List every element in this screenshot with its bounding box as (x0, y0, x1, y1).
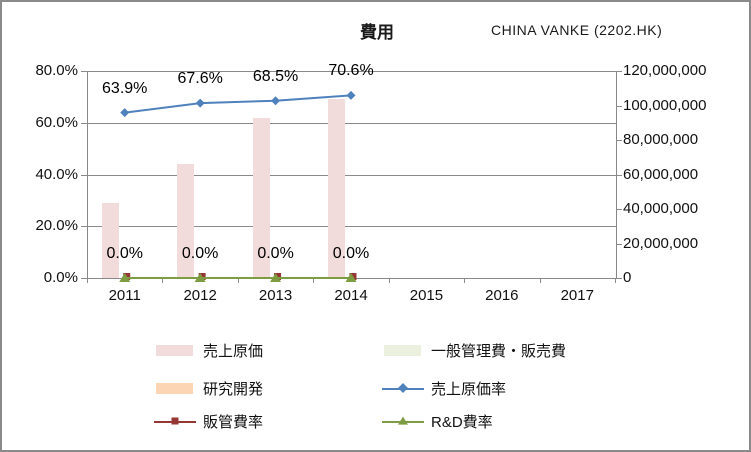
legend-swatch-cost-ratio (382, 382, 424, 395)
x-axis-year-label: 2011 (108, 287, 141, 304)
right-axis-tick-label: 80,000,000 (623, 131, 699, 148)
legend-item-sga[interactable]: 一般管理費・販売費 (382, 342, 567, 360)
x-axis-tick (313, 278, 315, 283)
left-axis-tick-label: 80.0% (35, 62, 78, 79)
left-axis-tick-label: 40.0% (35, 165, 78, 183)
marker-diamond-売上原価率 (271, 96, 281, 106)
gridline (88, 71, 616, 72)
x-axis-year-label: 2012 (183, 287, 217, 304)
x-axis-tick (162, 278, 164, 283)
right-axis-tick (616, 278, 622, 279)
right-axis-tick (616, 140, 622, 141)
data-label-売上原価率: 70.6% (328, 62, 374, 80)
data-label-売上原価率: 68.5% (252, 67, 299, 85)
marker-triangle-R&D費率 (270, 273, 282, 282)
data-label-売上原価率: 63.9% (102, 79, 148, 97)
right-axis-tick-label: 20,000,000 (623, 234, 699, 252)
legend-swatch-rnd (154, 382, 196, 395)
legend-swatch-cost-of-sales (154, 344, 196, 357)
right-axis-tick-label: 100,000,000 (623, 96, 707, 114)
legend-swatch-rnd-ratio (382, 415, 424, 428)
left-axis-tick (81, 278, 87, 279)
right-axis-tick (616, 209, 622, 210)
right-axis-tick (616, 105, 622, 107)
x-axis-tick (388, 278, 390, 283)
right-axis-tick-label: 0 (623, 269, 632, 286)
legend-item-rnd-ratio[interactable]: R&D費率 (382, 413, 493, 431)
marker-diamond-売上原価率 (195, 98, 205, 108)
marker-triangle-R&D費率 (194, 273, 206, 282)
right-axis-tick (616, 71, 622, 72)
data-label-R&D費率: 0.0% (181, 245, 219, 262)
left-axis-tick-label: 20.0% (35, 217, 78, 235)
legend-rect-swatch (156, 344, 193, 356)
marker-triangle-R&D費率 (345, 273, 357, 282)
chart-title: 費用 (360, 23, 394, 42)
x-axis-year-label: 2013 (258, 287, 293, 304)
bar-売上原価 (101, 202, 119, 278)
right-axis-tick (616, 243, 622, 245)
gridline (88, 226, 616, 228)
left-axis-tick (81, 226, 87, 228)
legend-label: 一般管理費・販売費 (431, 342, 567, 360)
marker-diamond-売上原価率 (346, 90, 356, 100)
bar-売上原価 (177, 164, 195, 278)
data-label-R&D費率: 0.0% (332, 245, 370, 262)
data-label-R&D費率: 0.0% (257, 245, 294, 262)
legend-square-marker-icon (171, 417, 179, 425)
legend-rect-swatch (156, 382, 193, 394)
marker-diamond-売上原価率 (120, 108, 130, 118)
gridline (88, 174, 616, 176)
x-axis-year-label: 2015 (409, 287, 444, 304)
x-axis-year-label: 2014 (334, 287, 368, 304)
marker-triangle-R&D費率 (119, 273, 131, 282)
legend-label: 販管費率 (203, 413, 264, 431)
legend-swatch-sga-ratio (154, 415, 196, 428)
left-axis-tick-label: 0.0% (43, 269, 78, 286)
left-axis-tick (81, 174, 87, 176)
left-axis-tick-label: 60.0% (35, 113, 78, 131)
x-axis-tick (237, 278, 239, 283)
data-label-売上原価率: 67.6% (177, 70, 223, 88)
legend-label: 売上原価率 (431, 380, 507, 398)
left-axis-tick (81, 122, 87, 124)
legend-swatch-sga (382, 344, 424, 357)
x-axis-tick (87, 278, 88, 283)
ticker-annotation: CHINA VANKE (2202.HK) (491, 22, 663, 38)
x-axis-tick (615, 278, 616, 283)
data-label-R&D費率: 0.0% (106, 245, 143, 262)
legend-item-sga-ratio[interactable]: 販管費率 (154, 413, 264, 431)
bar-売上原価 (252, 117, 270, 278)
gridline (88, 122, 616, 124)
left-axis-tick (81, 71, 87, 72)
legend-item-rnd[interactable]: 研究開発 (154, 380, 264, 398)
right-axis-tick-label: 40,000,000 (623, 200, 699, 217)
legend-label: 売上原価 (203, 342, 264, 360)
x-axis-year-label: 2016 (485, 287, 519, 304)
line-売上原価率 (124, 94, 352, 114)
legend-item-cost-ratio[interactable]: 売上原価率 (382, 380, 507, 398)
x-axis-tick (539, 278, 541, 283)
x-axis-tick (464, 278, 466, 283)
legend-item-cost-of-sales[interactable]: 売上原価 (154, 342, 264, 360)
legend-triangle-marker-icon (398, 416, 408, 425)
x-axis-year-label: 2017 (560, 287, 594, 304)
legend-label: 研究開発 (203, 380, 264, 398)
bar-売上原価 (328, 98, 345, 278)
right-axis-tick-label: 120,000,000 (623, 62, 707, 79)
right-axis-tick (616, 174, 622, 176)
right-axis-tick-label: 60,000,000 (623, 165, 699, 183)
line-series-layer (119, 90, 357, 282)
legend-rect-swatch (384, 344, 421, 356)
legend-diamond-marker-icon (398, 383, 408, 393)
legend-label: R&D費率 (431, 413, 493, 431)
